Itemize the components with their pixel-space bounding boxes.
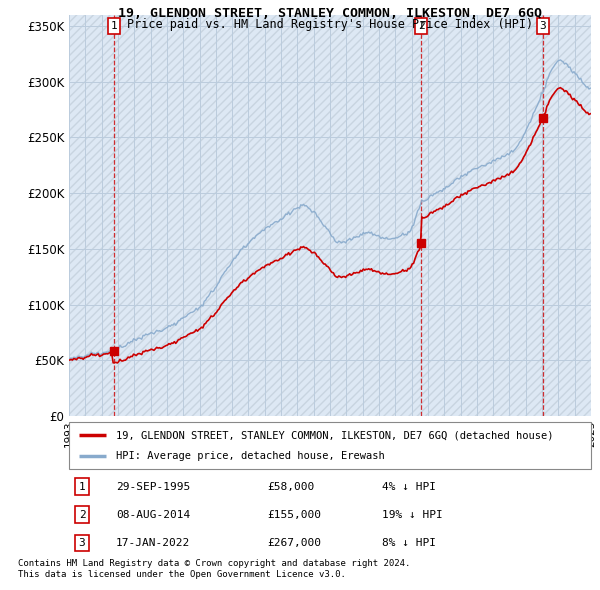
Text: 19, GLENDON STREET, STANLEY COMMON, ILKESTON, DE7 6GQ (detached house): 19, GLENDON STREET, STANLEY COMMON, ILKE… xyxy=(116,430,553,440)
Text: Contains HM Land Registry data © Crown copyright and database right 2024.: Contains HM Land Registry data © Crown c… xyxy=(18,559,410,568)
Text: £155,000: £155,000 xyxy=(268,510,322,520)
Text: 08-AUG-2014: 08-AUG-2014 xyxy=(116,510,190,520)
Text: This data is licensed under the Open Government Licence v3.0.: This data is licensed under the Open Gov… xyxy=(18,571,346,579)
Text: 19, GLENDON STREET, STANLEY COMMON, ILKESTON, DE7 6GQ: 19, GLENDON STREET, STANLEY COMMON, ILKE… xyxy=(118,7,542,20)
Text: 2: 2 xyxy=(79,510,85,520)
Text: 29-SEP-1995: 29-SEP-1995 xyxy=(116,481,190,491)
Text: 4% ↓ HPI: 4% ↓ HPI xyxy=(382,481,436,491)
Text: 1: 1 xyxy=(110,21,117,31)
Text: 1: 1 xyxy=(79,481,85,491)
Text: 3: 3 xyxy=(79,538,85,548)
Text: 2: 2 xyxy=(418,21,425,31)
FancyBboxPatch shape xyxy=(69,422,591,469)
Text: 8% ↓ HPI: 8% ↓ HPI xyxy=(382,538,436,548)
Text: £267,000: £267,000 xyxy=(268,538,322,548)
Text: 19% ↓ HPI: 19% ↓ HPI xyxy=(382,510,443,520)
Text: HPI: Average price, detached house, Erewash: HPI: Average price, detached house, Erew… xyxy=(116,451,385,461)
Text: 17-JAN-2022: 17-JAN-2022 xyxy=(116,538,190,548)
Text: £58,000: £58,000 xyxy=(268,481,314,491)
Text: 3: 3 xyxy=(539,21,546,31)
Text: Price paid vs. HM Land Registry's House Price Index (HPI): Price paid vs. HM Land Registry's House … xyxy=(127,18,533,31)
